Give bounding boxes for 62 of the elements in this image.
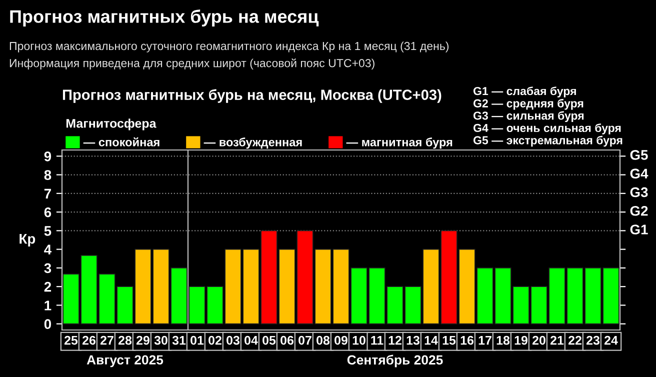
x-tick-label: 28 <box>118 336 132 345</box>
x-tick-label: 12 <box>388 336 402 345</box>
text: Информация приведена для средних широт (часовой пояс UTC+03) <box>10 58 374 70</box>
x-tick-label: 10 <box>352 336 366 345</box>
text: G3 — сильная буря <box>473 111 584 122</box>
text: Прогноз максимального суточного геомагнитного индекса Кр на 1 месяц (31 день) <box>10 42 449 52</box>
ref-line-label: G2 <box>630 206 648 216</box>
x-tick-label: 31 <box>172 336 186 345</box>
y-tick-label: 0 <box>44 319 52 330</box>
legend-label: — возбужденная <box>204 138 302 149</box>
legend-label: — магнитная буря <box>346 138 452 149</box>
x-tick-label: 25 <box>64 336 78 345</box>
x-tick-label: 11 <box>371 336 384 345</box>
x-tick-label: 20 <box>532 336 546 345</box>
y-tick-label: 7 <box>44 188 51 198</box>
ref-line-label: G3 <box>630 187 648 198</box>
y-tick-label: 2 <box>44 282 52 292</box>
x-tick-label: 02 <box>208 336 222 345</box>
x-tick-label: 17 <box>478 336 492 345</box>
x-tick-label: 21 <box>550 336 564 345</box>
text: G1 — слабая буря <box>473 86 576 98</box>
legend-label: — спокойная <box>83 137 160 146</box>
text: G5 — экстремальная буря <box>473 136 622 147</box>
x-tick-label: 01 <box>190 336 204 345</box>
x-tick-label: 19 <box>514 336 528 345</box>
x-tick-label: 27 <box>100 336 114 345</box>
ref-line-label: G4 <box>630 168 648 179</box>
y-tick-label: 5 <box>44 226 52 236</box>
text: G4 — очень сильная буря <box>473 123 621 134</box>
text: Прогноз магнитных бурь на месяц <box>10 10 319 26</box>
x-tick-label: 16 <box>460 336 474 345</box>
y-tick-label: 1 <box>44 300 52 310</box>
x-tick-label: 26 <box>82 336 96 345</box>
x-tick-label: 13 <box>406 336 420 345</box>
x-tick-label: 30 <box>154 336 168 345</box>
legend-title: Магнитосфера <box>66 118 156 130</box>
text: G2 — средняя буря <box>473 98 584 110</box>
y-axis-title: Кр <box>20 234 36 246</box>
x-tick-label: 24 <box>604 336 618 345</box>
x-tick-label: 05 <box>262 336 276 345</box>
ref-line-label: G1 <box>630 224 648 234</box>
text: Август 2025 <box>86 355 164 368</box>
x-tick-label: 15 <box>442 336 456 345</box>
y-tick-label: 6 <box>44 207 52 218</box>
x-tick-label: 09 <box>334 336 348 345</box>
ref-line-label: G5 <box>630 150 648 160</box>
x-tick-label: 07 <box>298 336 312 345</box>
y-tick-label: 9 <box>44 151 52 162</box>
x-tick-label: 06 <box>280 336 294 345</box>
x-tick-label: 14 <box>424 336 438 345</box>
x-tick-label: 29 <box>136 336 150 345</box>
x-tick-label: 22 <box>568 336 582 345</box>
text: Сентябрь 2025 <box>347 354 443 368</box>
y-tick-label: 4 <box>44 244 52 254</box>
chart-title: Прогноз магнитных бурь на месяц, Москва (UTC+03) <box>62 89 442 103</box>
x-tick-label: 03 <box>226 336 240 345</box>
y-tick-label: 8 <box>44 170 52 180</box>
x-tick-label: 08 <box>316 336 330 345</box>
x-tick-label: 18 <box>496 336 510 345</box>
x-tick-label: 23 <box>586 336 600 345</box>
x-tick-label: 04 <box>244 336 258 345</box>
y-tick-label: 3 <box>44 263 52 274</box>
